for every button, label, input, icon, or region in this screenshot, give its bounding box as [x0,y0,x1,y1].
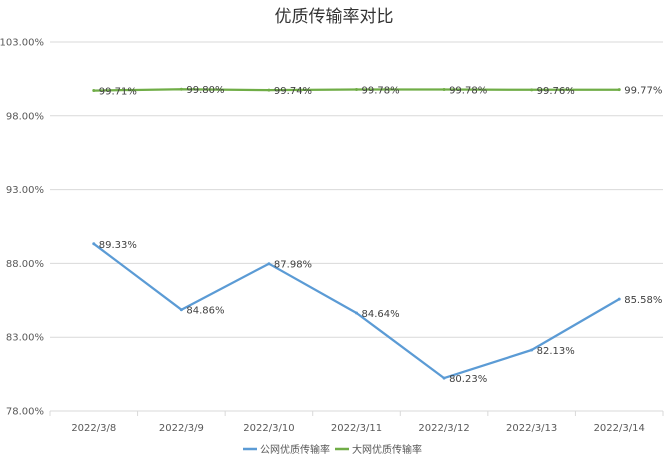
legend-label: 大网优质传输率 [352,443,422,456]
data-point [267,88,271,92]
x-tick-label: 2022/3/9 [159,423,204,434]
data-point [530,348,534,352]
x-tick-label: 2022/3/13 [506,423,557,434]
data-point [355,311,358,315]
series-line-1 [92,242,621,380]
y-tick-label: 78.00% [6,407,44,418]
data-point [179,87,183,91]
data-label: 99.71% [99,87,137,98]
data-label: 85.58% [624,295,662,306]
legend-label: 公网优质传输率 [260,443,330,456]
data-label: 84.86% [186,306,224,317]
y-tick-label: 88.00% [6,259,44,270]
data-label: 80.23% [449,374,487,385]
x-tick-label: 2022/3/14 [594,423,645,434]
data-label: 99.78% [449,86,487,97]
data-point [530,88,534,92]
chart-title: 优质传输率对比 [274,7,394,27]
data-point [617,297,621,301]
x-tick-label: 2022/3/8 [71,423,116,434]
data-label: 99.80% [186,85,224,96]
data-point [442,88,446,92]
data-label: 99.74% [274,86,312,97]
data-label: 87.98% [274,260,312,271]
data-point [442,376,446,380]
data-label: 99.78% [362,86,400,97]
data-label: 99.77% [624,86,662,97]
data-point [92,242,96,246]
y-tick-label: 98.00% [6,111,44,122]
y-tick-label: 103.00% [0,38,44,49]
data-point [179,308,183,312]
data-label: 82.13% [537,346,575,357]
data-label: 89.33% [99,240,137,251]
data-label: 99.76% [537,86,575,97]
data-point [267,262,271,266]
data-point [92,89,96,93]
data-label: 84.64% [362,309,400,320]
y-tick-label: 83.00% [6,333,44,344]
data-point [617,88,621,92]
y-tick-label: 93.00% [6,185,44,196]
x-tick-label: 2022/3/10 [243,423,294,434]
x-tick-label: 2022/3/11 [331,423,382,434]
x-tick-label: 2022/3/12 [418,423,469,434]
data-point [355,88,358,92]
